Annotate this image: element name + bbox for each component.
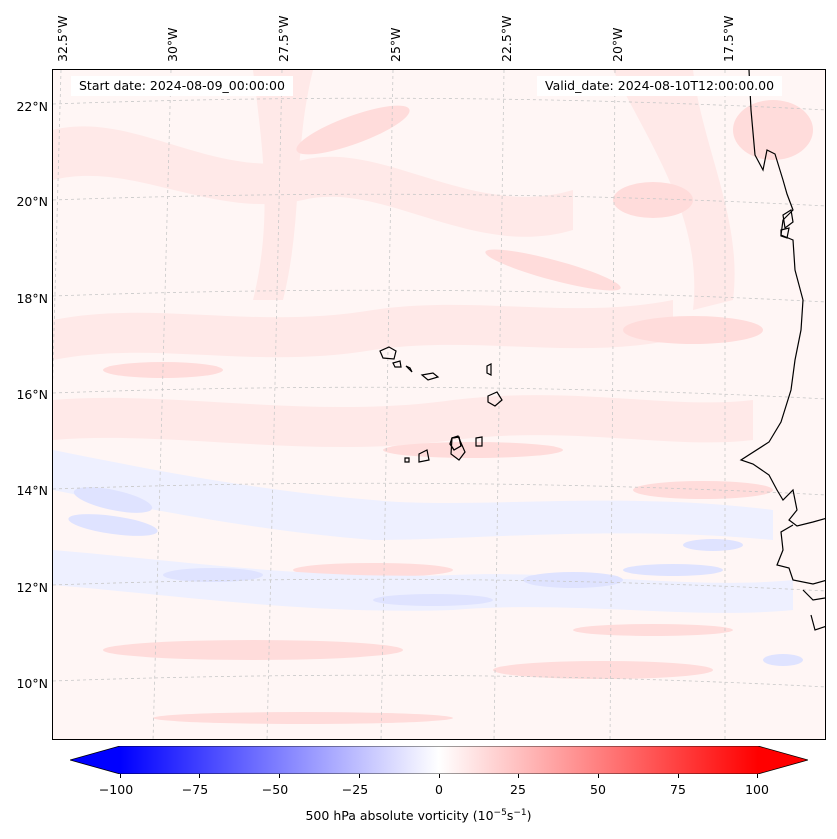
colorbar-tickmark: [598, 774, 599, 778]
african-coast: [739, 70, 825, 527]
colorbar-tick-label: 100: [745, 782, 769, 797]
colorbar-label: 500 hPa absolute vorticity (10−5s−1): [305, 808, 532, 824]
colorbar-tickmark: [757, 774, 758, 778]
longitude-label: 25°W: [388, 27, 403, 62]
latitude-label: 16°N: [16, 387, 48, 402]
colorbar-gradient: [120, 746, 758, 774]
island: [404, 457, 410, 463]
latitude-label: 20°N: [16, 194, 48, 209]
valid-date-label: Valid_date: 2024-08-10T12:00:00.00: [537, 76, 783, 96]
longitude-label: 22.5°W: [499, 15, 514, 62]
latitude-label: 18°N: [16, 291, 48, 306]
island: [379, 346, 397, 360]
meridian-gridline: [266, 70, 283, 739]
start-date-label: Start date: 2024-08-09_00:00:00: [71, 76, 293, 96]
african-coast: [810, 614, 825, 631]
colorbar: [68, 745, 810, 775]
longitude-label: 32.5°W: [55, 15, 70, 62]
latitude-label: 22°N: [16, 99, 48, 114]
coastline: [739, 70, 825, 631]
meridian-gridline: [380, 70, 394, 739]
colorbar-tick-label: 0: [435, 782, 443, 797]
colorbar-tick-label: 25: [510, 782, 526, 797]
latitude-label: 14°N: [16, 483, 48, 498]
island: [487, 391, 503, 407]
island: [780, 227, 790, 239]
colorbar-tickmark: [518, 774, 519, 778]
colorbar-tick-label: −50: [261, 782, 289, 797]
colorbar-tickmark: [199, 774, 200, 778]
colorbar-tickmark: [359, 774, 360, 778]
colorbar-tickmark: [120, 774, 121, 778]
island: [475, 436, 483, 447]
longitude-label: 17.5°W: [721, 15, 736, 62]
colorbar-tick-label: −100: [98, 782, 134, 797]
meridian-gridline: [152, 70, 172, 739]
island: [392, 360, 402, 368]
colorbar-tick-label: 50: [590, 782, 606, 797]
colorbar-tick-label: −75: [181, 782, 209, 797]
longitude-label: 30°W: [165, 27, 180, 62]
negative-vorticity-patches: [68, 487, 803, 666]
latitude-label: 10°N: [16, 676, 48, 691]
island: [405, 365, 413, 373]
longitude-label: 20°W: [610, 27, 625, 62]
longitude-label: 27.5°W: [276, 15, 291, 62]
island: [449, 436, 462, 451]
vorticity-field: [53, 70, 825, 739]
meridian-gridline: [609, 70, 616, 739]
cape-verde-islands: [379, 346, 503, 463]
meridian-gridline: [493, 70, 505, 739]
island: [486, 363, 492, 376]
island: [418, 449, 430, 463]
colorbar-tick-label: 75: [670, 782, 686, 797]
negative-vorticity-bands: [53, 450, 793, 613]
colorbar-tickmark: [439, 774, 440, 778]
island: [420, 372, 440, 381]
island: [450, 435, 466, 461]
island: [782, 209, 794, 230]
african-coast: [776, 524, 825, 585]
map-plot-area: [52, 69, 826, 740]
colorbar-svg: [68, 745, 810, 775]
colorbar-max-extend: [758, 746, 808, 774]
colorbar-tick-label: −25: [341, 782, 369, 797]
latitude-label: 12°N: [16, 580, 48, 595]
colorbar-tickmark: [678, 774, 679, 778]
colorbar-min-extend: [70, 746, 120, 774]
gridlines: [53, 70, 825, 739]
colorbar-tickmark: [279, 774, 280, 778]
african-coast: [802, 589, 825, 601]
